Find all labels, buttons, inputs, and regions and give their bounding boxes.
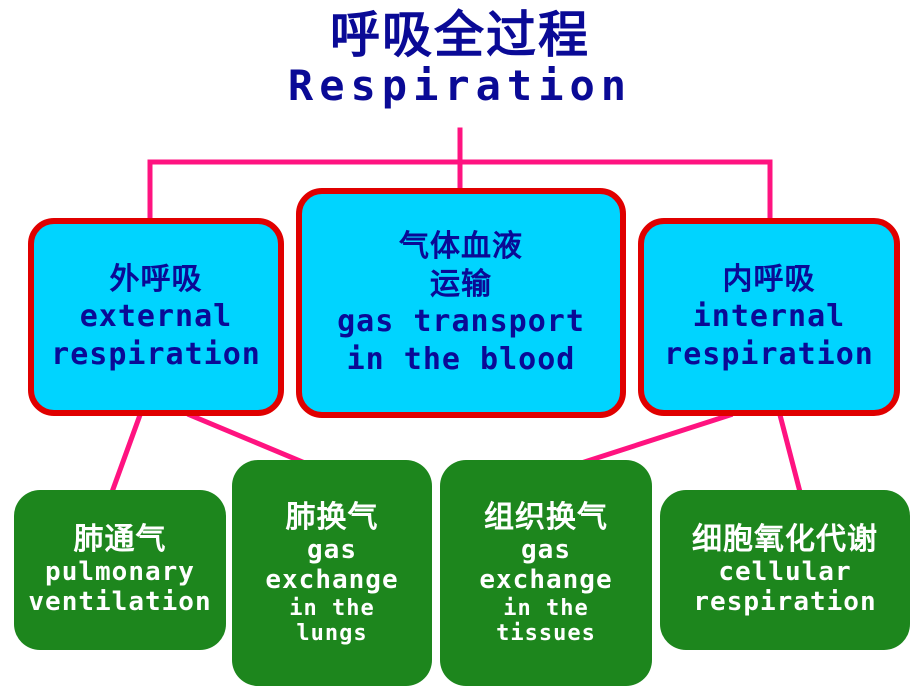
node-label-en: internal (693, 298, 846, 336)
node-label-en: in the blood (347, 341, 576, 379)
node-gas-transport: 气体血液 运输 gas transport in the blood (296, 188, 626, 418)
node-label-en: tissues (496, 621, 596, 646)
node-internal-respiration: 内呼吸 internal respiration (638, 218, 900, 416)
node-label-en: respiration (693, 588, 876, 618)
node-label-cn: 气体血液 (399, 228, 523, 266)
node-label-en: gas (521, 536, 571, 566)
title-english: Respiration (0, 63, 920, 109)
node-label-en: exchange (265, 566, 398, 596)
node-label-en: exchange (479, 566, 612, 596)
node-label-en: cellular (718, 558, 851, 588)
diagram-title: 呼吸全过程 Respiration (0, 0, 920, 109)
node-label-en: lungs (296, 621, 367, 646)
node-label-en: respiration (51, 336, 261, 374)
title-chinese: 呼吸全过程 (0, 8, 920, 63)
node-label-en: in the (503, 596, 588, 621)
node-label-en: pulmonary (45, 558, 195, 588)
node-gas-exchange-lungs: 肺换气 gas exchange in the lungs (232, 460, 432, 686)
node-label-cn: 运输 (430, 266, 492, 304)
node-external-respiration: 外呼吸 external respiration (28, 218, 284, 416)
node-label-cn: 内呼吸 (723, 261, 816, 299)
node-label-cn: 外呼吸 (110, 261, 203, 299)
node-label-cn: 组织换气 (484, 500, 608, 536)
node-label-en: in the (289, 596, 374, 621)
node-label-en: ventilation (28, 588, 211, 618)
node-label-cn: 细胞氧化代谢 (692, 522, 878, 558)
node-gas-exchange-tissues: 组织换气 gas exchange in the tissues (440, 460, 652, 686)
node-label-en: external (80, 298, 233, 336)
node-label-en: respiration (664, 336, 874, 374)
node-label-cn: 肺通气 (74, 522, 167, 558)
node-label-en: gas transport (337, 303, 585, 341)
node-label-cn: 肺换气 (286, 500, 379, 536)
node-label-en: gas (307, 536, 357, 566)
node-pulmonary-ventilation: 肺通气 pulmonary ventilation (14, 490, 226, 650)
node-cellular-respiration: 细胞氧化代谢 cellular respiration (660, 490, 910, 650)
